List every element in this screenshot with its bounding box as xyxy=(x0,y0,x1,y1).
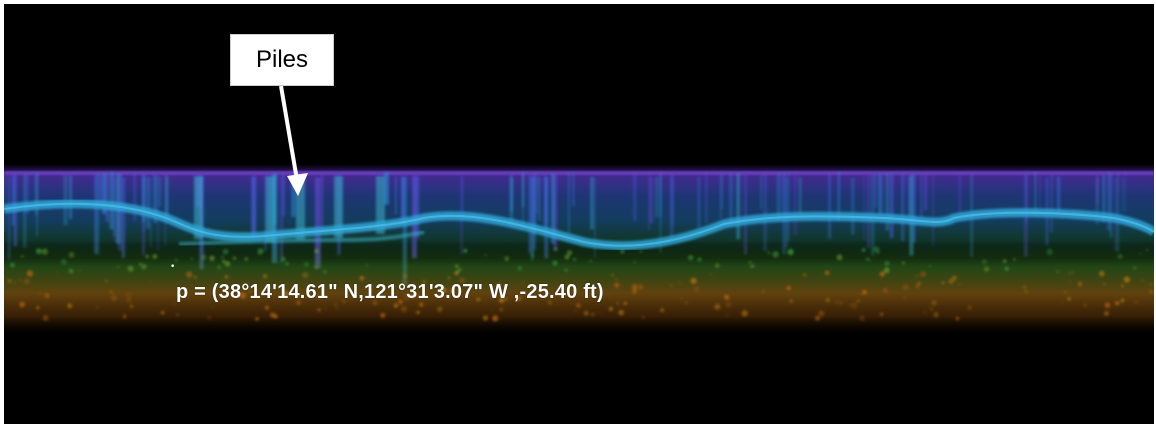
sonar-profile-image: Piles • p = (38°14'14.61" N,121°31'3.07"… xyxy=(4,4,1154,424)
callout-arrow xyxy=(279,85,308,196)
surface-line xyxy=(4,171,1154,175)
piles-callout-box: Piles xyxy=(230,34,334,86)
pile-base-echo xyxy=(178,230,425,246)
seabed-profile-highlight xyxy=(4,202,1154,247)
coordinate-readout: p = (38°14'14.61" N,121°31'3.07" W ,-25.… xyxy=(176,281,604,303)
piles-callout-label: Piles xyxy=(255,46,309,73)
sonar-profile-graphic xyxy=(4,85,1154,334)
sediment-layer xyxy=(4,244,1154,334)
sediment-specks xyxy=(7,246,1154,322)
probe-marker-icon: • xyxy=(170,262,176,272)
